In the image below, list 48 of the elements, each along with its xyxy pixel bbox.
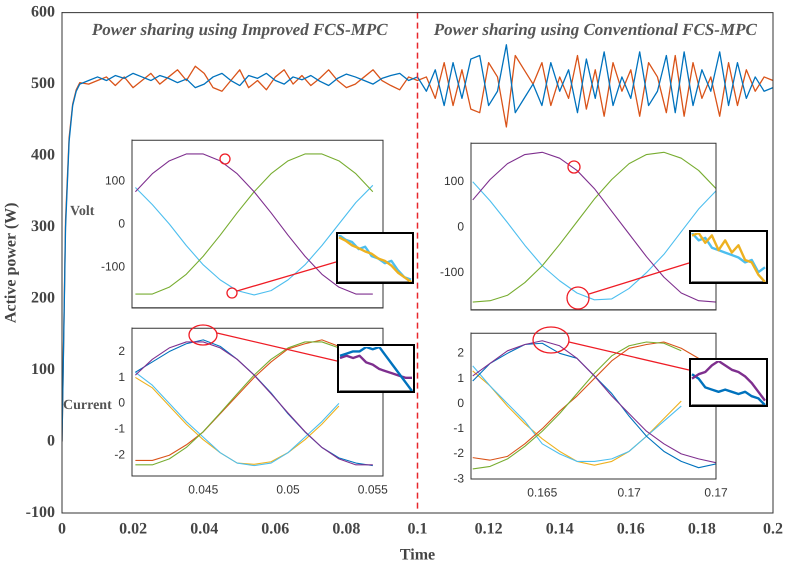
y-tick-label: 1: [118, 370, 126, 384]
annotation: Power sharing using Improved FCS-MPC: [90, 20, 388, 39]
x-tick-label: 0.055: [358, 482, 388, 497]
y-tick-label: -100: [440, 264, 464, 279]
x-tick-label: 0.18: [688, 520, 716, 538]
y-tick-label: 0: [118, 396, 126, 410]
annotation: Power sharing using Conventional FCS-MPC: [432, 20, 758, 39]
x-tick-label: 0.045: [188, 482, 219, 497]
x-tick-label: 0.06: [261, 520, 290, 538]
y-tick-label: -1: [114, 422, 126, 436]
y-tick-label: -1: [453, 421, 464, 436]
y-tick-label: 300: [31, 218, 55, 236]
x-tick-label: 0.04: [190, 520, 218, 538]
y-axis-title: Current: [63, 398, 112, 414]
y-tick-label: -3: [453, 471, 464, 486]
x-tick-label: 0.02: [119, 520, 148, 538]
x-tick-label: 0.1: [408, 520, 428, 538]
x-tick-label: 0.08: [332, 520, 360, 538]
x-tick-label: 0.17: [704, 486, 728, 500]
x-tick-label: 0.12: [474, 520, 503, 538]
y-tick-label: 100: [444, 174, 464, 188]
y-tick-label: -2: [453, 446, 464, 460]
y-tick-label: 1: [457, 370, 464, 385]
y-tick-label: 100: [104, 173, 126, 188]
y-tick-label: 0: [118, 216, 126, 230]
x-tick-label: 0.165: [527, 486, 558, 500]
y-tick-label: 500: [31, 75, 55, 92]
y-tick-label: -100: [26, 504, 55, 522]
y-tick-label: 0: [457, 219, 464, 234]
y-tick-label: -2: [114, 448, 126, 462]
y-axis-title: Volt: [70, 204, 94, 220]
y-tick-label: 0: [457, 396, 464, 410]
y-axis-title: Active power (W): [2, 202, 20, 324]
x-tick-label: 0.14: [546, 520, 574, 538]
y-tick-label: 200: [31, 290, 55, 307]
y-tick-label: 600: [31, 4, 55, 21]
y-tick-label: 400: [31, 146, 55, 164]
x-tick-label: 0.2: [763, 520, 783, 538]
y-tick-label: 100: [31, 361, 55, 378]
y-tick-label: -100: [100, 259, 126, 274]
y-tick-label: 2: [118, 344, 126, 358]
x-axis-title: Time: [400, 546, 436, 564]
y-tick-label: 2: [457, 346, 464, 360]
x-tick-label: 0: [58, 520, 66, 538]
x-tick-label: 0.17: [617, 486, 642, 500]
y-tick-label: 0: [47, 432, 55, 450]
x-tick-label: 0.16: [616, 520, 645, 538]
x-tick-label: 0.05: [276, 482, 300, 497]
